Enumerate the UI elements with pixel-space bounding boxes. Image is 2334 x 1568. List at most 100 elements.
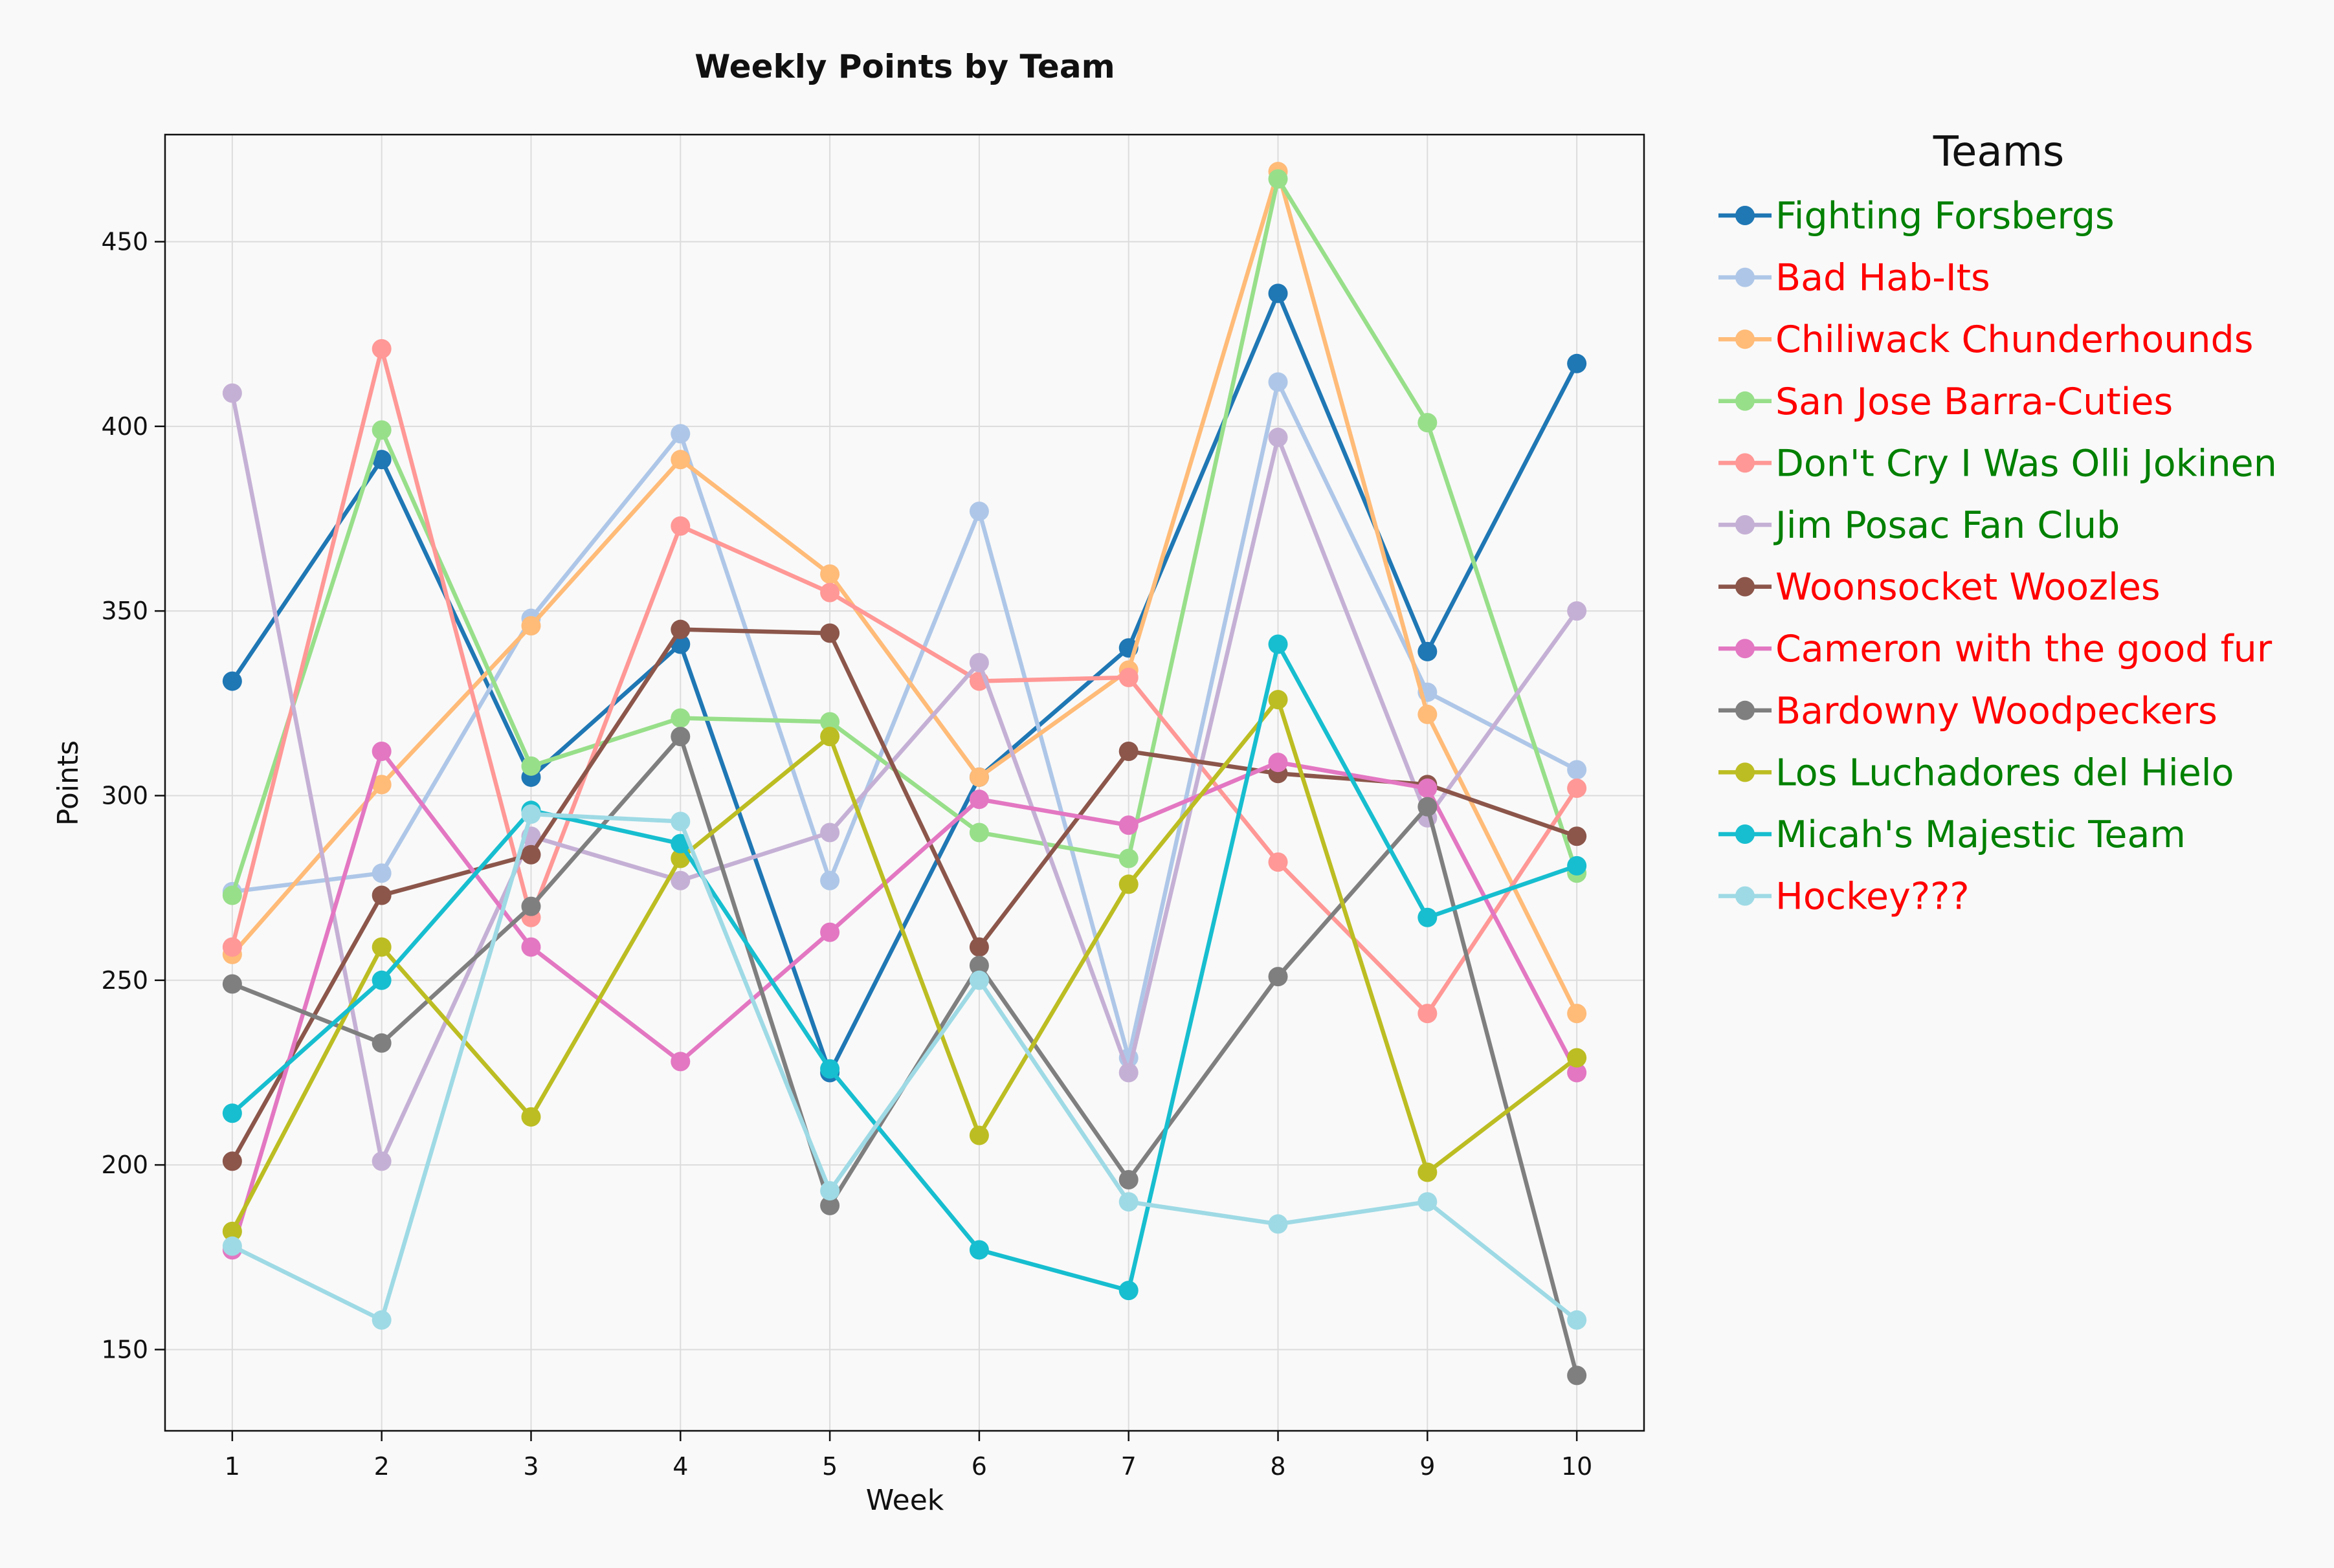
data-point <box>372 937 392 957</box>
data-point <box>1567 826 1587 846</box>
data-point <box>372 1310 392 1330</box>
plot-frame <box>164 133 1645 1432</box>
data-point <box>1268 690 1288 710</box>
data-point <box>372 338 392 359</box>
data-point <box>1268 634 1288 654</box>
series-line <box>230 169 1579 1015</box>
data-point <box>1118 815 1139 835</box>
data-point <box>1417 778 1438 799</box>
data-point <box>1268 283 1288 304</box>
data-point <box>1268 967 1288 987</box>
x-tick-label: 1 <box>225 1452 240 1481</box>
data-point <box>671 870 691 890</box>
y-tick-label: 400 <box>101 412 148 441</box>
data-point <box>372 775 392 795</box>
legend-entry: Micah's Majestic Team <box>1718 813 2186 856</box>
data-point <box>1567 353 1587 373</box>
legend-entry: Don't Cry I Was Olli Jokinen <box>1718 442 2277 485</box>
data-point <box>671 1052 691 1072</box>
legend-entry: Fighting Forsbergs <box>1718 195 2115 237</box>
data-point <box>671 424 691 444</box>
legend-marker <box>1735 700 1755 720</box>
legend-entry: Hockey??? <box>1718 876 1970 918</box>
legend-entry: San Jose Barra-Cuties <box>1718 381 2173 423</box>
legend-label: Micah's Majestic Team <box>1775 813 2186 856</box>
data-point <box>969 970 989 990</box>
data-point <box>222 1103 242 1123</box>
x-axis-label: Week <box>866 1484 944 1517</box>
data-point <box>1268 852 1288 872</box>
y-axis-label: Points <box>52 740 85 826</box>
x-tick-label: 4 <box>672 1452 688 1481</box>
data-point <box>1567 1310 1587 1330</box>
legend-marker <box>1735 453 1755 473</box>
data-point <box>1118 1169 1139 1189</box>
x-tick-label: 5 <box>822 1452 838 1481</box>
series-4 <box>222 169 1587 905</box>
legend-label: Cameron with the good fur <box>1775 628 2273 670</box>
data-point <box>820 727 840 747</box>
x-axis: 1 2 3 4 5 6 7 8 9 10 <box>225 1431 1592 1481</box>
data-point <box>969 502 989 522</box>
data-point <box>372 741 392 761</box>
series-line <box>231 812 1579 1323</box>
data-point <box>1268 169 1288 189</box>
data-point <box>1118 874 1139 894</box>
data-point <box>969 790 989 810</box>
series-11 <box>222 634 1587 1301</box>
data-point <box>1118 1281 1139 1301</box>
legend-label: Bad Hab-Its <box>1775 257 1990 300</box>
x-tick-label: 7 <box>1121 1452 1137 1481</box>
series-line <box>230 642 1578 1293</box>
data-point <box>820 564 840 584</box>
series-line <box>230 392 1579 1164</box>
data-point <box>521 896 541 916</box>
data-point <box>372 970 392 990</box>
data-point <box>1118 1063 1139 1083</box>
y-tick-label: 250 <box>101 966 148 995</box>
data-point <box>820 823 840 843</box>
data-point <box>820 1195 840 1215</box>
data-point <box>969 937 989 957</box>
data-point <box>372 1151 392 1171</box>
legend-entry: Bardowny Woodpeckers <box>1718 690 2217 733</box>
data-point <box>1118 848 1139 868</box>
data-point <box>222 937 242 957</box>
legend-marker <box>1735 515 1755 535</box>
data-point <box>222 885 242 905</box>
legend-label: Bardowny Woodpeckers <box>1775 690 2217 733</box>
legend-entry: Bad Hab-Its <box>1718 257 1990 300</box>
data-point <box>521 845 541 865</box>
y-tick-label: 300 <box>101 781 148 810</box>
series-8 <box>222 741 1587 1260</box>
data-point <box>820 1181 840 1201</box>
x-tick-label: 2 <box>374 1452 390 1481</box>
data-point <box>521 937 541 957</box>
data-point <box>1268 427 1288 447</box>
data-point <box>521 1107 541 1127</box>
series-12 <box>222 804 1587 1330</box>
series-line <box>230 697 1579 1233</box>
data-point <box>1567 1063 1587 1083</box>
legend-label: Don't Cry I Was Olli Jokinen <box>1775 442 2277 485</box>
x-tick-label: 6 <box>972 1452 987 1481</box>
data-point <box>521 804 541 824</box>
data-point <box>222 1236 242 1256</box>
data-point <box>521 615 541 635</box>
data-point <box>1417 704 1438 724</box>
data-point <box>1417 641 1438 661</box>
chart-title: Weekly Points by Team <box>695 48 1115 85</box>
data-point <box>820 922 840 942</box>
data-point <box>671 619 691 639</box>
data-point <box>222 974 242 994</box>
legend-label: San Jose Barra-Cuties <box>1775 381 2173 423</box>
data-point <box>969 653 989 673</box>
data-point <box>820 623 840 643</box>
data-point <box>1118 667 1139 687</box>
legend-entry: Chiliwack Chunderhounds <box>1718 318 2253 361</box>
data-point <box>820 582 840 602</box>
legend-marker <box>1735 639 1755 659</box>
legend-label: Los Luchadores del Hielo <box>1775 751 2234 794</box>
legend-marker <box>1735 577 1755 597</box>
